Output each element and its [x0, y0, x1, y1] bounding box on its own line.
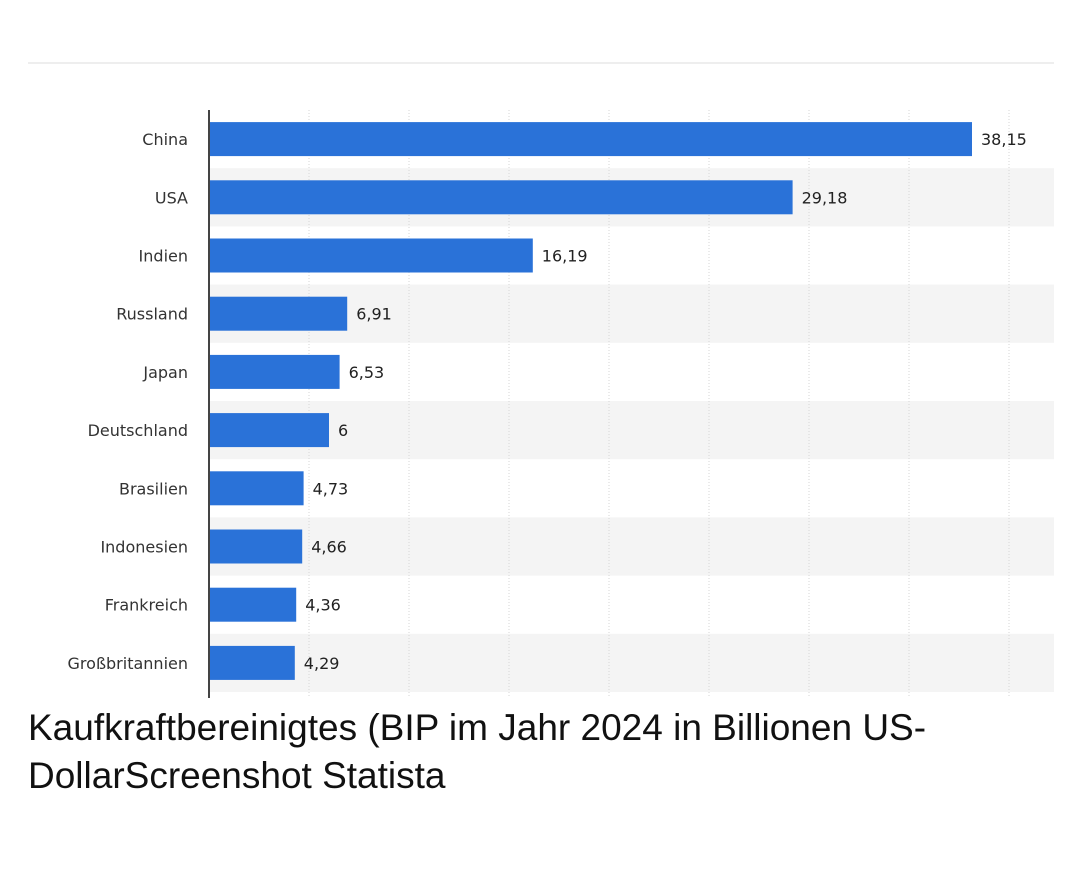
- bar: [209, 180, 793, 215]
- category-label: Deutschland: [88, 421, 188, 440]
- bar-chart: China USA Indien Russland Japan Deutschland Br…: [68, 110, 1054, 698]
- category-labels: China USA Indien Russland Japan Deutschland Br…: [68, 130, 189, 673]
- value-label: 4,36: [305, 596, 341, 615]
- row-band: [209, 633, 1054, 692]
- category-label: Russland: [116, 305, 188, 324]
- category-label: Indien: [139, 247, 188, 266]
- category-label: Frankreich: [105, 596, 188, 615]
- category-label: China: [142, 130, 188, 149]
- top-divider: [28, 62, 1054, 64]
- value-label: 6,53: [349, 363, 385, 382]
- bar: [209, 413, 329, 448]
- value-label: 4,66: [311, 538, 347, 557]
- row-bands: [209, 168, 1054, 692]
- bar: [209, 471, 304, 506]
- bar: [209, 645, 295, 680]
- bar: [209, 529, 303, 564]
- category-label: Großbritannien: [68, 654, 188, 673]
- category-label: USA: [155, 188, 188, 207]
- caption-line-2: DollarScreenshot Statista: [28, 755, 446, 796]
- value-label: 6: [338, 421, 348, 440]
- category-label: Indonesien: [100, 538, 188, 557]
- row-band: [209, 517, 1054, 576]
- value-labels: 38,15 29,18 16,19 6,91 6,53 6 4,73 4,66 4,36 4,29: [304, 130, 1027, 673]
- row-band: [209, 401, 1054, 460]
- value-label: 29,18: [802, 188, 848, 207]
- value-label: 16,19: [542, 247, 588, 266]
- value-label: 6,91: [356, 305, 392, 324]
- value-label: 4,29: [304, 654, 340, 673]
- bar: [209, 587, 297, 622]
- value-label: 38,15: [981, 130, 1027, 149]
- category-label: Brasilien: [119, 479, 188, 498]
- value-label: 4,73: [313, 479, 349, 498]
- row-band: [209, 284, 1054, 343]
- bar: [209, 296, 348, 331]
- bar: [209, 354, 340, 389]
- caption: Kaufkraftbereinigtes (BIP im Jahr 2024 i…: [28, 704, 1058, 800]
- caption-line-1: Kaufkraftbereinigtes (BIP im Jahr 2024 i…: [28, 707, 927, 748]
- bar: [209, 122, 972, 157]
- bars: [209, 122, 972, 680]
- bar: [209, 238, 533, 273]
- grid-lines: [308, 110, 1010, 698]
- category-label: Japan: [142, 363, 188, 382]
